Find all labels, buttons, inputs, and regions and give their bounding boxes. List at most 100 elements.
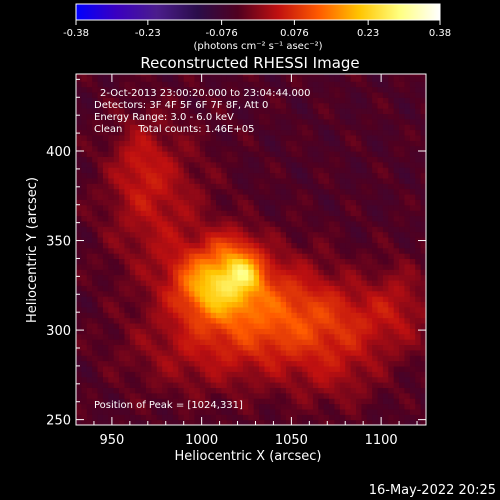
heatmap-cell — [151, 161, 158, 168]
heatmap-cell — [415, 81, 422, 88]
annotation-clean-counts: Clean Total counts: 1.46E+05 — [94, 124, 254, 135]
heatmap-cell — [97, 296, 104, 303]
heatmap-cell — [178, 188, 185, 195]
heatmap-cell — [296, 333, 303, 340]
heatmap-cell — [102, 365, 109, 372]
heatmap-cell — [81, 285, 88, 292]
heatmap-cell — [242, 322, 249, 329]
heatmap-cell — [312, 86, 319, 93]
heatmap-cell — [291, 108, 298, 114]
heatmap-cell — [323, 349, 330, 356]
heatmap-cell — [237, 317, 244, 324]
heatmap-cell — [409, 210, 416, 217]
heatmap-cell — [399, 134, 406, 141]
heatmap-cell — [339, 193, 346, 200]
heatmap-cell — [286, 75, 292, 82]
heatmap-cell — [329, 419, 336, 425]
heatmap-cell — [291, 129, 298, 136]
heatmap-cell — [210, 398, 217, 405]
heatmap-cell — [135, 204, 142, 211]
heatmap-cell — [248, 81, 255, 88]
heatmap-cell — [399, 376, 406, 383]
heatmap-cell — [350, 322, 357, 329]
heatmap-cell — [361, 161, 368, 168]
heatmap-cell — [372, 231, 379, 238]
heatmap-cell — [420, 204, 426, 211]
heatmap-cell — [242, 285, 249, 292]
heatmap-cell — [119, 151, 126, 157]
heatmap-cell — [286, 344, 292, 351]
heatmap-cell — [108, 253, 115, 260]
heatmap-cell — [307, 408, 314, 415]
heatmap-cell — [172, 97, 179, 104]
heatmap-cell — [329, 344, 336, 351]
heatmap-cell — [248, 355, 255, 362]
heatmap-cell — [329, 140, 336, 147]
heatmap-cell — [242, 145, 249, 152]
heatmap-cell — [81, 231, 88, 238]
heatmap-cell — [226, 91, 233, 98]
heatmap-cell — [167, 124, 174, 131]
heatmap-cell — [275, 204, 282, 211]
heatmap-cell — [361, 258, 368, 265]
heatmap-cell — [124, 392, 131, 399]
heatmap-cell — [356, 183, 362, 190]
heatmap-cell — [226, 247, 233, 254]
heatmap-cell — [216, 322, 222, 329]
heatmap-cell — [269, 108, 276, 114]
heatmap-cell — [259, 414, 266, 421]
heatmap-cell — [409, 108, 416, 114]
heatmap-cell — [172, 371, 179, 378]
heatmap-cell — [237, 193, 244, 200]
heatmap-cell — [350, 312, 357, 319]
heatmap-cell — [119, 398, 126, 405]
heatmap-cell — [409, 129, 416, 136]
heatmap-cell — [237, 387, 244, 394]
heatmap-cell — [350, 279, 357, 286]
heatmap-cell — [253, 317, 260, 324]
heatmap-cell — [345, 74, 352, 77]
heatmap-cell — [275, 215, 282, 222]
heatmap-cell — [199, 156, 206, 163]
heatmap-cell — [216, 263, 222, 270]
heatmap-cell — [302, 301, 309, 308]
heatmap-cell — [409, 156, 416, 163]
heatmap-cell — [146, 236, 152, 243]
heatmap-cell — [296, 376, 303, 383]
heatmap-cell — [108, 279, 115, 286]
heatmap-cell — [399, 371, 406, 378]
heatmap-cell — [269, 419, 276, 425]
heatmap-cell — [291, 290, 298, 297]
heatmap-cell — [286, 322, 292, 329]
heatmap-cell — [86, 167, 93, 174]
heatmap-cell — [167, 419, 174, 425]
heatmap-cell — [248, 140, 255, 147]
heatmap-cell — [296, 231, 303, 238]
heatmap-cell — [92, 355, 99, 362]
heatmap-cell — [286, 118, 292, 125]
heatmap-cell — [296, 285, 303, 292]
heatmap-cell — [162, 322, 169, 329]
heatmap-cell — [286, 403, 292, 410]
heatmap-cell — [286, 355, 292, 362]
heatmap-cell — [199, 296, 206, 303]
heatmap-cell — [291, 263, 298, 270]
heatmap-cell — [420, 86, 426, 93]
heatmap-cell — [350, 167, 357, 174]
heatmap-cell — [286, 188, 292, 195]
heatmap-cell — [156, 392, 163, 399]
heatmap-cell — [312, 328, 319, 335]
heatmap-cell — [242, 301, 249, 308]
heatmap-cell — [399, 172, 406, 179]
heatmap-cell — [323, 183, 330, 190]
heatmap-cell — [102, 236, 109, 243]
heatmap-cell — [259, 231, 266, 238]
heatmap-cell — [102, 172, 109, 179]
heatmap-cell — [140, 129, 147, 136]
heatmap-cell — [318, 75, 325, 82]
heatmap-cell — [178, 382, 185, 388]
heatmap-cell — [178, 151, 185, 157]
heatmap-cell — [361, 290, 368, 297]
heatmap-cell — [296, 355, 303, 362]
heatmap-cell — [420, 322, 426, 329]
